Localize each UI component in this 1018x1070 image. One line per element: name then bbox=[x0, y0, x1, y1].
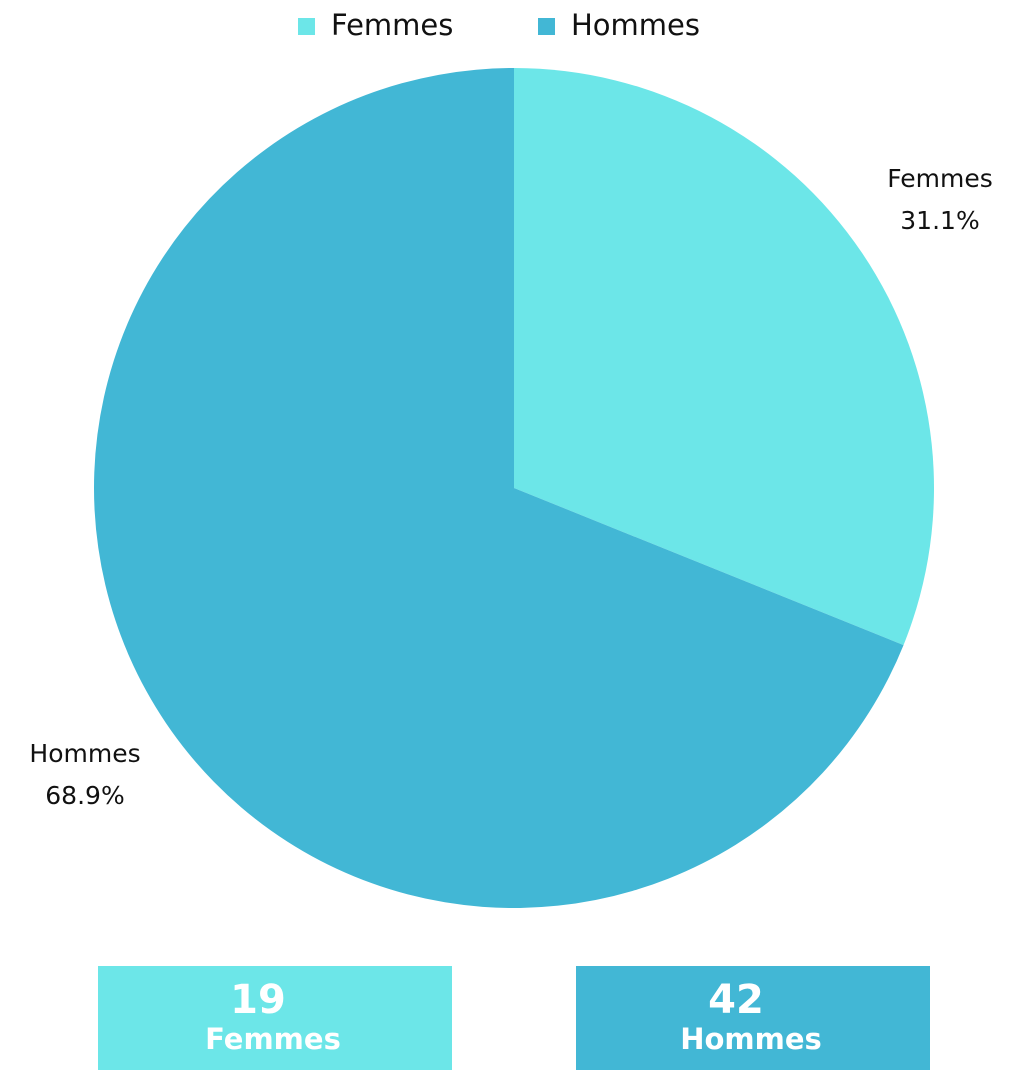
slice-value-label: 31.1% bbox=[900, 206, 979, 235]
stat-box bbox=[98, 966, 452, 1070]
stat-label: Femmes bbox=[205, 1022, 341, 1056]
legend-swatch bbox=[298, 18, 315, 35]
slice-label: Femmes bbox=[887, 164, 993, 193]
stat-label: Hommes bbox=[680, 1022, 822, 1056]
stat-box bbox=[576, 966, 930, 1070]
slice-label: Hommes bbox=[29, 739, 140, 768]
legend-label: Femmes bbox=[331, 8, 453, 42]
pie-slice bbox=[94, 68, 904, 909]
stat-number: 42 bbox=[708, 977, 764, 1023]
legend-label: Hommes bbox=[571, 8, 700, 42]
stat-number: 19 bbox=[230, 977, 286, 1023]
legend-swatch bbox=[538, 18, 555, 35]
pie-slice bbox=[514, 68, 934, 646]
slice-value-label: 68.9% bbox=[45, 781, 124, 810]
